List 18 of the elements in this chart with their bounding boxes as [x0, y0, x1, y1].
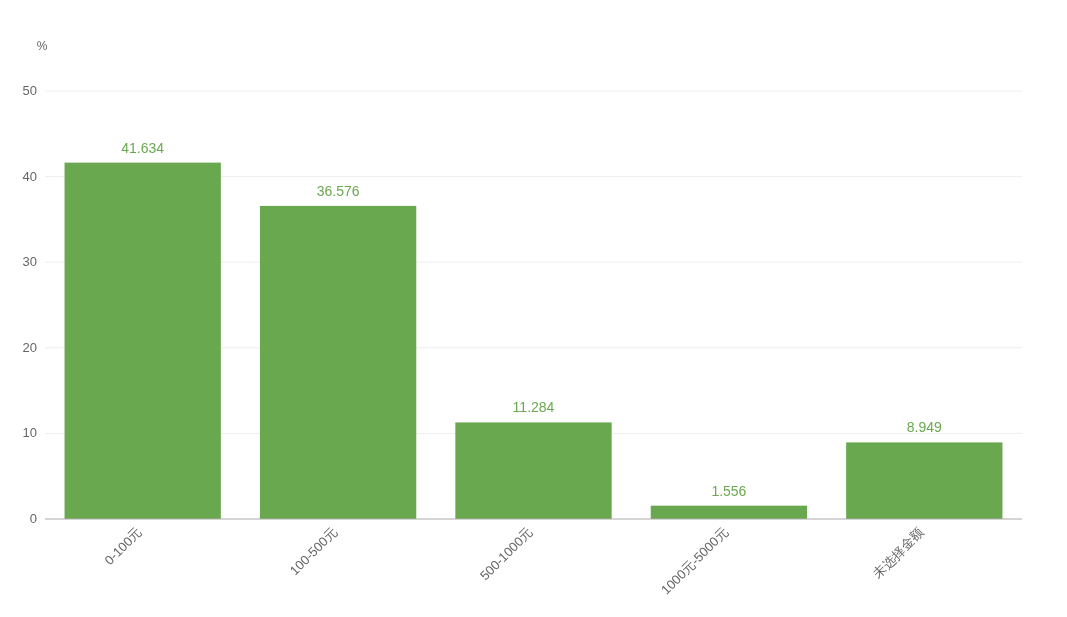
data-label: 36.576 [316, 182, 360, 199]
y-tick-label: 50 [22, 83, 37, 98]
data-label: 8.949 [906, 419, 943, 436]
y-tick-label: 10 [22, 425, 37, 441]
y-tick-label: 30 [22, 254, 37, 270]
y-tick-label: 40 [22, 168, 37, 184]
y-tick-label: 20 [22, 339, 37, 355]
bar [650, 505, 808, 519]
bar [455, 422, 612, 519]
data-label: 11.284 [512, 399, 555, 416]
bar [846, 442, 1003, 519]
y-axis-title: % [36, 39, 48, 53]
y-tick-label: 0 [29, 511, 37, 526]
bar [259, 205, 417, 519]
data-label: 41.634 [121, 139, 165, 156]
data-label: 1.556 [711, 482, 747, 499]
bar [64, 162, 221, 519]
x-tick-label: 未选择金额 [869, 524, 927, 582]
